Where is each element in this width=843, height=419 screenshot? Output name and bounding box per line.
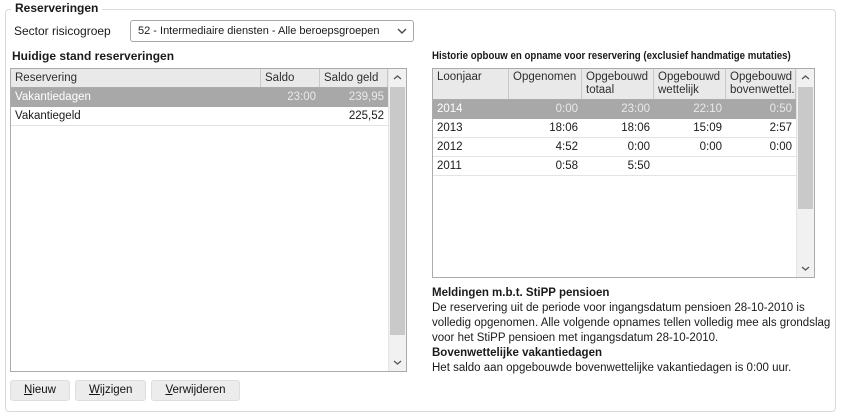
dropdown-selected-value: 52 - Intermediaire diensten - Alle beroe… <box>138 25 380 37</box>
chevron-up-icon <box>801 75 810 80</box>
bovenwettelijk-body: Het saldo aan opgebouwde bovenwettelijke… <box>432 362 792 374</box>
chevron-up-icon <box>393 75 402 80</box>
column-header[interactable]: Saldo uren <box>261 69 320 87</box>
table-cell: 22:10 <box>693 103 722 115</box>
table-cell: Vakantiegeld <box>15 110 81 122</box>
verwijderen-button[interactable]: Verwijderen <box>151 380 240 401</box>
table-row[interactable]: 2011 0:58 5:50 <box>433 157 796 176</box>
table-row[interactable]: Vakantiedagen 23:00 239,95 <box>11 88 388 107</box>
table-cell: 225,52 <box>348 110 384 122</box>
table-cell: 23:00 <box>621 103 650 115</box>
wijzigen-button[interactable]: Wijzigen <box>74 380 147 401</box>
column-header[interactable]: Opgenomen <box>509 69 582 99</box>
table-cell: 2014 <box>437 103 463 115</box>
nieuw-button[interactable]: Nieuw <box>10 380 70 401</box>
table-cell: 2012 <box>437 141 463 153</box>
table-cell: 4:52 <box>555 141 578 153</box>
scrollbar-thumb[interactable] <box>798 87 813 209</box>
scroll-up-button[interactable] <box>389 69 406 86</box>
table-row[interactable]: Vakantiegeld 225,52 <box>11 107 388 126</box>
table-cell: 0:00 <box>769 141 792 153</box>
column-header[interactable]: Reservering <box>11 69 261 87</box>
table-cell: 2013 <box>437 122 463 134</box>
stipp-messages: Meldingen m.b.t. StiPP pensioen De reser… <box>432 286 836 376</box>
table-row[interactable]: 2012 4:52 0:00 0:00 0:00 <box>433 138 796 157</box>
table-cell: 2011 <box>437 160 462 172</box>
chevron-down-icon <box>397 28 407 34</box>
table-cell <box>654 157 726 175</box>
column-header[interactable]: Opgebouwd bovenwettel... <box>726 69 796 99</box>
table-cell: 0:50 <box>769 103 792 115</box>
table-cell: 18:06 <box>621 122 650 134</box>
right-panel-title: Historie opbouw en opname voor reserveri… <box>432 50 791 62</box>
table-content: Loonjaar Opgenomen Opgebouwd totaal Opgebou… <box>433 69 796 277</box>
table-cell: Vakantiedagen <box>15 91 91 103</box>
column-header[interactable]: Loonjaar <box>433 69 509 99</box>
table-cell <box>261 107 320 125</box>
column-header[interactable]: Opgebouwd totaal <box>582 69 654 99</box>
table-cell: 23:00 <box>287 91 316 103</box>
vertical-scrollbar[interactable] <box>796 69 814 277</box>
vertical-scrollbar[interactable] <box>388 69 406 371</box>
table-cell: 2:57 <box>769 122 792 134</box>
chevron-down-icon <box>393 360 402 365</box>
scrollbar-thumb[interactable] <box>390 87 405 335</box>
stipp-body: De reservering uit de periode voor ingan… <box>432 302 831 344</box>
action-buttons: Nieuw Wijzigen Verwijderen <box>10 380 245 401</box>
groupbox-legend: Reserveringen <box>11 2 103 15</box>
column-header[interactable]: Saldo geld <box>320 69 388 87</box>
table-cell: 18:06 <box>549 122 578 134</box>
scroll-up-button[interactable] <box>797 69 814 86</box>
table-cell: 5:50 <box>627 160 650 172</box>
table-cell <box>726 157 796 175</box>
bovenwettelijk-heading: Bovenwettelijke vakantiedagen <box>432 347 603 359</box>
reserveringen-groupbox <box>5 9 836 412</box>
table-cell: 0:00 <box>555 103 578 115</box>
chevron-down-icon <box>801 266 810 271</box>
sector-risicogroep-dropdown[interactable]: 52 - Intermediaire diensten - Alle beroe… <box>130 20 414 42</box>
table-cell: 0:00 <box>699 141 722 153</box>
history-table: Loonjaar Opgenomen Opgebouwd totaal Opgebou… <box>432 68 815 278</box>
table-cell: 239,95 <box>348 91 384 103</box>
table-cell: 0:58 <box>555 160 578 172</box>
table-row[interactable]: 2014 0:00 23:00 22:10 0:50 <box>433 100 796 119</box>
table-cell: 15:09 <box>693 122 722 134</box>
sector-risicogroep-label: Sector risicogroep <box>14 24 111 38</box>
stipp-heading: Meldingen m.b.t. StiPP pensioen <box>432 287 610 299</box>
column-header[interactable]: Opgebouwd wettelijk <box>654 69 726 99</box>
left-panel-title: Huidige stand reserveringen <box>12 49 175 63</box>
scroll-down-button[interactable] <box>797 260 814 277</box>
table-row[interactable]: 2013 18:06 18:06 15:09 2:57 <box>433 119 796 138</box>
scroll-down-button[interactable] <box>389 354 406 371</box>
table-cell: 0:00 <box>627 141 650 153</box>
